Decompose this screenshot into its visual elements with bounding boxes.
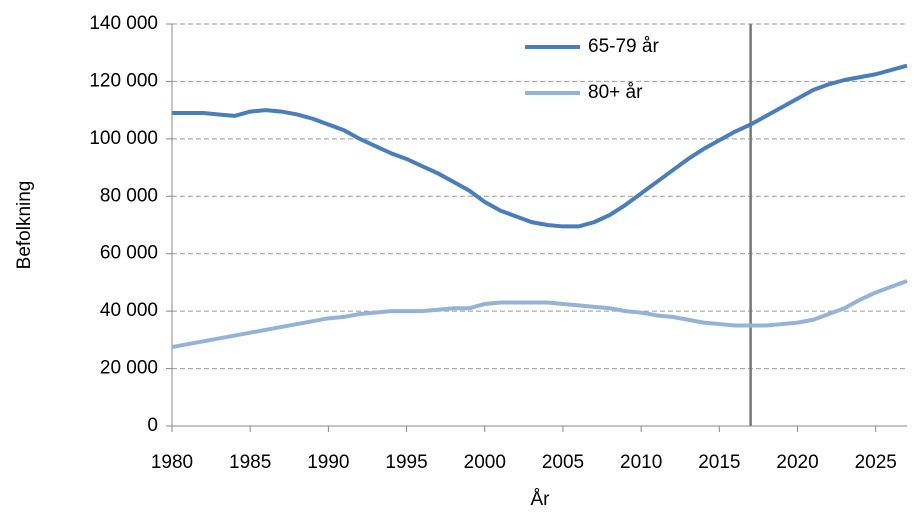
x-axis-label: År xyxy=(531,489,551,510)
x-tick-label: 2015 xyxy=(698,452,740,473)
x-tick-label: 2010 xyxy=(620,452,662,473)
x-tick-label: 1980 xyxy=(151,452,193,473)
x-tick-label: 2025 xyxy=(855,452,897,473)
y-tick-label: 0 xyxy=(147,415,158,436)
y-tick-label: 60 000 xyxy=(100,243,158,264)
legend-label: 65-79 år xyxy=(588,36,659,57)
y-tick-label: 120 000 xyxy=(89,70,158,91)
x-tick-label: 2005 xyxy=(542,452,584,473)
x-tick-label: 2000 xyxy=(464,452,506,473)
legend-label: 80+ år xyxy=(588,82,643,103)
series-line xyxy=(171,279,908,350)
y-tick-label: 100 000 xyxy=(89,128,158,149)
x-tick-label: 2020 xyxy=(776,452,818,473)
x-tick-label: 1995 xyxy=(385,452,427,473)
x-tick-label: 1985 xyxy=(229,452,271,473)
y-tick-label: 140 000 xyxy=(89,13,158,34)
y-axis-label: Befolkning xyxy=(14,181,35,270)
series-line xyxy=(172,63,908,229)
y-tick-label: 80 000 xyxy=(100,185,158,206)
x-tick-label: 1990 xyxy=(307,452,349,473)
y-tick-label: 40 000 xyxy=(100,300,158,321)
y-tick-label: 20 000 xyxy=(100,358,158,379)
